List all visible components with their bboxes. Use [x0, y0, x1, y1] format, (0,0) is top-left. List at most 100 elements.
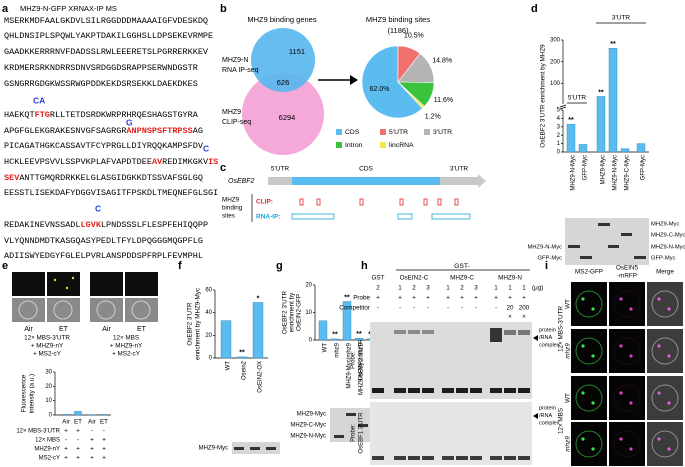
blot-label: MHZ9-Myc [297, 412, 326, 418]
probe-band [394, 456, 406, 460]
gene-name: OsEBF2 [228, 178, 255, 185]
table-cell: - [91, 428, 93, 435]
gel [370, 402, 532, 465]
signal [71, 276, 75, 280]
mutation-mark: C [95, 203, 101, 213]
track-title: MHZ9 [222, 197, 240, 204]
column-label: OsEIN5 [616, 265, 639, 272]
probe-band [456, 456, 468, 460]
sequence-segment: HCKLEEVPSVVLSSPVKPLAFVAPDTDEE [4, 157, 152, 167]
y-axis-title: enrichment by [289, 292, 296, 332]
micrograph [12, 272, 45, 296]
micrograph [647, 329, 683, 373]
blot-band [250, 447, 260, 450]
y-tick-label: 10 [305, 310, 312, 316]
y-tick-label: 300 [550, 38, 561, 44]
signal [591, 307, 595, 311]
mutation-mark: C [203, 143, 209, 153]
complex-band [518, 330, 530, 335]
complex-band [504, 330, 516, 335]
y-tick-label: 60 [205, 288, 212, 294]
utr5 [268, 177, 292, 185]
blot-band [608, 245, 619, 248]
cell-outline [613, 290, 641, 318]
sequence-segment: GAADKKERRRNVFDADSSLRWLEEERETSLPGRRERKKEV [4, 47, 209, 57]
y-tick-label: 1 [557, 141, 561, 147]
blot-band [580, 256, 592, 259]
sequence-title: MHZ9-N-GFP XRNAX-IP MS [20, 4, 117, 13]
y-tick-label: 20 [45, 384, 52, 390]
y-axis-title: intensity (a.u.) [29, 374, 36, 414]
signal [629, 447, 633, 451]
x-tick-label: OsEIN2-OX [258, 361, 264, 393]
sequence-segment: MSERKMDFAALGKDVLSILRGGDDDMAAAAIGFVDESKDQ [4, 16, 208, 26]
micrograph [47, 272, 80, 296]
table-cell: + [64, 446, 68, 453]
rip-site [397, 213, 413, 220]
probe-sign: + [474, 295, 478, 302]
x-tick-label: WT [323, 343, 329, 353]
y-tick-label: 0 [557, 150, 561, 156]
sequence-segment: LPNDSSSLFLESPFEHIQQPP [101, 220, 208, 230]
y-tick-label: 40 [205, 310, 212, 316]
cell-outline [651, 290, 679, 318]
blot-band [334, 435, 344, 438]
legend-swatch [336, 129, 342, 135]
probe-band [408, 456, 420, 460]
venn-label: CLIP-seq [222, 119, 251, 126]
y-tick-label: 4 [557, 116, 561, 122]
amount: 1 [508, 285, 512, 292]
table-cell: + [76, 455, 80, 462]
gel-group: GST- [454, 263, 470, 270]
micrograph [571, 422, 607, 466]
probe-name: Probe: [351, 351, 357, 369]
condition-label: Air [102, 326, 111, 333]
signal [581, 437, 585, 441]
signal [619, 297, 623, 301]
signal [581, 391, 585, 395]
competitor: - [377, 305, 379, 312]
legend-swatch [336, 142, 342, 148]
micrograph [647, 282, 683, 326]
amount: 2 [412, 285, 416, 292]
construct-label: + MHZ9-nY [110, 343, 143, 350]
group-label: 12× MBS [558, 408, 565, 434]
bar [566, 124, 576, 153]
venn-title: MHZ9 binding genes [247, 15, 316, 24]
probe-sign: + [446, 295, 450, 302]
sequence-segment: KRDMERSRKNDRRSDNVSRDGGDSRAPPSERWNDGSTR [4, 63, 198, 73]
blot-label: MHZ9-C-Myc [290, 423, 326, 429]
probe-band [518, 388, 530, 393]
micrograph [571, 282, 607, 326]
signal [667, 354, 671, 358]
complex-label: protein [539, 327, 556, 333]
probe-sign: + [508, 295, 512, 302]
y-tick-label: 20 [305, 283, 312, 289]
sequence-segment: APGFGLEKGRAKESNVGFSAGRGR [4, 126, 126, 136]
clip-site [423, 198, 428, 206]
x-tick-label: WT [226, 361, 232, 371]
unit: (μg) [532, 285, 543, 292]
significance: ** [598, 89, 604, 96]
bar [74, 411, 82, 416]
axis-break [559, 106, 567, 110]
pie-slice [361, 45, 423, 119]
brightfield [12, 298, 45, 322]
probe-band [372, 388, 384, 393]
sequence-segment: REDIMKGKV [162, 157, 209, 167]
complex-band [394, 330, 406, 334]
cell-outline [613, 430, 641, 458]
amount: 1 [446, 285, 450, 292]
cell [18, 300, 38, 320]
significance: ** [356, 331, 362, 338]
pie-value-label: 10.5% [404, 32, 424, 39]
sequence-line: ADIISWYEDGYFGLELPVRLANSPDDSPFRPLFEVMPHL [4, 251, 203, 261]
signal [619, 437, 623, 441]
probe-name: OsEBF2 3'UTR [359, 339, 365, 381]
table-cell: + [76, 446, 80, 453]
y-tick-label: 5 [557, 108, 561, 114]
table-row-label: 12× MBS [35, 438, 60, 444]
micrograph [571, 329, 607, 373]
panel-letter: b [220, 3, 227, 15]
